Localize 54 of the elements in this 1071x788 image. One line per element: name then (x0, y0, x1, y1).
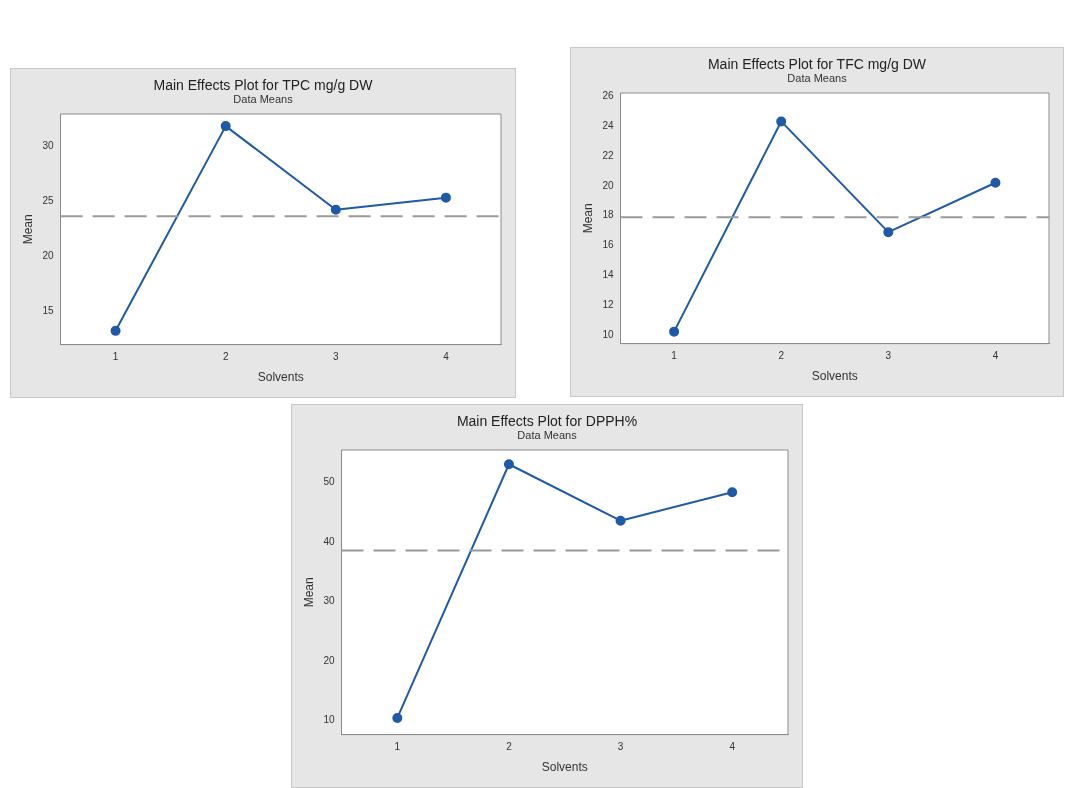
point (330, 204, 341, 215)
y-tick-label: 25 (42, 194, 54, 206)
x-tick-label: 3 (885, 350, 892, 362)
point (220, 121, 231, 132)
point (615, 515, 626, 526)
x-tick-label: 2 (506, 741, 513, 753)
x-tick-label: 4 (729, 741, 736, 753)
x-tick-label: 4 (992, 350, 999, 362)
y-tick-label: 20 (42, 249, 54, 261)
point (503, 459, 514, 470)
x-axis-title: Solvents (811, 369, 858, 384)
y-axis-title: Mean (20, 214, 35, 245)
point (440, 192, 451, 203)
y-tick-label: 24 (602, 119, 614, 131)
x-tick-label: 3 (617, 741, 624, 753)
chart-subtitle: Data Means (516, 429, 578, 441)
point (110, 325, 121, 336)
x-axis-title: Solvents (541, 760, 588, 775)
point (727, 487, 738, 498)
y-tick-label: 15 (42, 304, 54, 316)
chart-subtitle: Data Means (232, 93, 294, 105)
y-tick-label: 10 (323, 714, 335, 726)
chart-subtitle: Data Means (786, 72, 848, 84)
y-tick-label: 18 (602, 209, 614, 221)
y-tick-label: 20 (602, 179, 614, 191)
x-tick-label: 1 (394, 741, 401, 753)
y-tick-label: 26 (602, 89, 614, 101)
y-tick-label: 10 (602, 329, 614, 341)
point (990, 177, 1001, 188)
x-tick-label: 1 (671, 350, 678, 362)
y-tick-label: 22 (602, 149, 614, 161)
y-axis-title: Mean (580, 203, 595, 234)
chart-title: Main Effects Plot for TPC mg/g DW (152, 77, 374, 93)
y-tick-label: 14 (602, 269, 614, 281)
x-tick-label: 2 (222, 351, 229, 363)
x-axis-title: Solvents (257, 370, 304, 385)
point (883, 227, 894, 238)
point (392, 712, 403, 723)
y-axis-title: Mean (301, 577, 316, 608)
y-tick-label: 16 (602, 239, 614, 251)
point (776, 116, 787, 127)
y-tick-label: 50 (323, 476, 335, 488)
x-tick-label: 1 (112, 351, 119, 363)
x-tick-label: 3 (333, 351, 340, 363)
y-tick-label: 12 (602, 299, 614, 311)
x-tick-label: 2 (778, 350, 785, 362)
x-tick-label: 4 (443, 351, 450, 363)
point (669, 326, 680, 337)
y-tick-label: 30 (42, 139, 54, 151)
chart-title: Main Effects Plot for TFC mg/g DW (706, 56, 928, 72)
y-tick-label: 20 (323, 654, 335, 666)
y-tick-label: 40 (323, 535, 335, 547)
y-tick-label: 30 (323, 595, 335, 607)
chart-title: Main Effects Plot for DPPH% (455, 413, 639, 429)
